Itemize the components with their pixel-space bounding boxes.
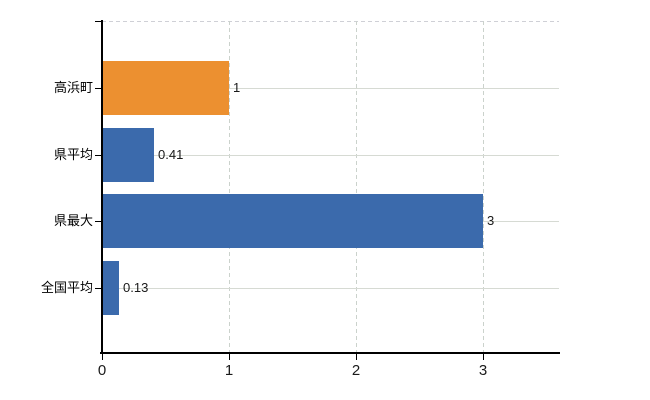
category-label: 全国平均 <box>40 280 93 295</box>
x-tick <box>483 353 484 360</box>
y-axis <box>101 20 103 354</box>
y-tick <box>95 88 102 89</box>
category-label: 高浜町 <box>53 80 93 95</box>
plot-top-border <box>102 21 559 22</box>
x-tick-label: 1 <box>224 362 234 379</box>
gridline-vertical <box>229 21 230 353</box>
bar-value-label: 0.41 <box>158 147 184 162</box>
bar-value-label: 3 <box>487 213 495 228</box>
y-tick <box>95 221 102 222</box>
x-tick <box>356 353 357 360</box>
bar-value-label: 1 <box>233 80 241 95</box>
bar-value-label: 0.13 <box>123 280 149 295</box>
category-label: 県最大 <box>53 213 93 228</box>
x-tick <box>102 353 103 360</box>
gridline-horizontal <box>102 288 559 289</box>
bar <box>103 194 483 248</box>
x-tick <box>229 353 230 360</box>
bar <box>103 261 119 315</box>
gridline-horizontal <box>102 155 559 156</box>
category-label: 県平均 <box>53 147 93 162</box>
x-axis <box>100 352 560 354</box>
gridline-horizontal <box>102 88 559 89</box>
y-tick <box>95 155 102 156</box>
x-tick-label: 0 <box>97 362 107 379</box>
gridline-vertical <box>483 21 484 353</box>
bar <box>103 128 154 182</box>
gridline-vertical <box>356 21 357 353</box>
x-tick-label: 3 <box>478 362 488 379</box>
y-tick <box>95 288 102 289</box>
y-axis-top-tick <box>95 21 102 22</box>
bar <box>103 61 229 115</box>
x-tick-label: 2 <box>351 362 361 379</box>
